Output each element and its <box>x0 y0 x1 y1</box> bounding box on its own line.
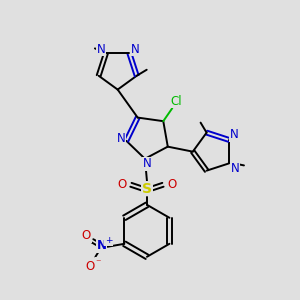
Text: N: N <box>230 128 238 141</box>
Text: O: O <box>117 178 127 191</box>
Text: N: N <box>231 162 239 175</box>
Text: N: N <box>117 132 126 145</box>
Text: O: O <box>82 229 91 242</box>
Text: N: N <box>96 239 106 252</box>
Text: N: N <box>131 43 140 56</box>
Text: N: N <box>142 157 151 170</box>
Text: O: O <box>167 178 177 191</box>
Text: ⁻: ⁻ <box>96 258 101 268</box>
Text: N: N <box>97 43 105 56</box>
Text: S: S <box>142 182 152 196</box>
Text: O: O <box>86 260 95 273</box>
Text: +: + <box>105 236 112 245</box>
Text: Cl: Cl <box>170 95 182 108</box>
